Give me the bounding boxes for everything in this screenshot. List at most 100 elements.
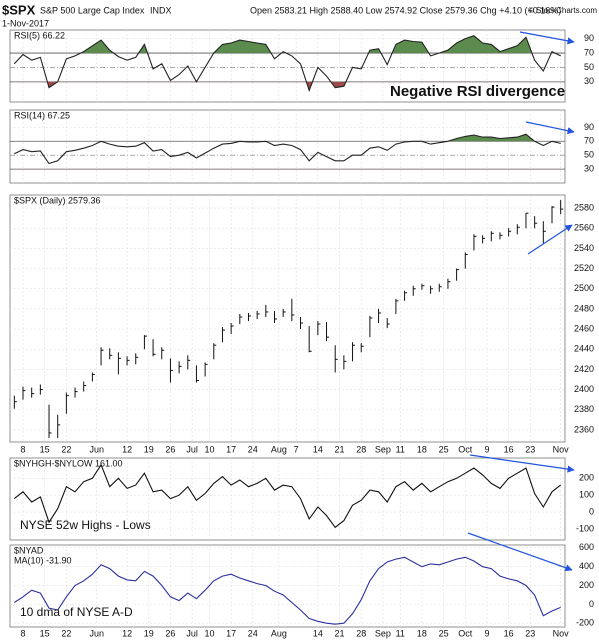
y-tick-label: 30: [584, 163, 594, 173]
y-tick-label: 90: [584, 122, 594, 132]
panel-title: $NYAD: [14, 545, 44, 555]
x-tick-label: Jun: [89, 444, 104, 454]
x-tick-label: Aug: [271, 444, 287, 454]
x-tick-label: 19: [144, 628, 154, 638]
x-tick-label: 19: [144, 444, 154, 454]
x-tick-label: Oct: [458, 628, 473, 638]
arrow: [469, 454, 575, 473]
x-tick-label: 18: [417, 444, 427, 454]
x-tick-label: Sep: [375, 628, 391, 638]
y-tick-label: 200: [579, 580, 594, 590]
series-line: [13, 35, 561, 93]
y-tick-label: 70: [584, 47, 594, 57]
annotation-arrows: [467, 31, 575, 572]
x-tick-label: 10: [204, 444, 214, 454]
y-tick-label: 0: [589, 506, 594, 516]
x-tick-label: 21: [335, 444, 345, 454]
x-tick-label: Sep: [375, 444, 391, 454]
x-tick-label: 23: [525, 628, 535, 638]
y-tick-label: 2560: [574, 223, 594, 233]
x-tick-label: 26: [165, 444, 175, 454]
x-tick-label: 15: [40, 628, 50, 638]
x-tick-label: 18: [417, 628, 427, 638]
panel: 8 15 22 Jun 12 19 26 Jul 10 17 24 Aug 7 14 21 28 Sep 11 18…: [9, 194, 594, 454]
y-tick-label: 2520: [574, 263, 594, 273]
y-tick-label: 2380: [574, 404, 594, 414]
date: 1-Nov-2017: [2, 18, 49, 28]
x-tick-label: 9: [484, 628, 489, 638]
symbol: $SPX: [2, 2, 36, 17]
x-tick-label: 26: [165, 628, 175, 638]
x-tick-label: 16: [504, 628, 514, 638]
panel-frame: [9, 544, 566, 628]
exchange: INDX: [150, 5, 172, 15]
panel: -100 0 100 200 $NYHGH-$NYLOW 161.00 NYSE 52w …: [9, 457, 594, 541]
x-tick-label: Nov: [553, 444, 570, 454]
y-tick-label: 400: [579, 561, 594, 571]
x-tick-label: 7: [294, 444, 299, 454]
legend-label: $SPX (Daily) 2579.36: [14, 195, 101, 205]
y-tick-label: 70: [584, 136, 594, 146]
legend-label: $NYHGH-$NYLOW 161.00: [14, 458, 123, 468]
arrow: [519, 31, 575, 45]
y-tick-label: 2360: [574, 424, 594, 434]
y-tick-label: 2440: [574, 344, 594, 354]
y-tick-label: 2400: [574, 384, 594, 394]
annotation: 10 dma of NYSE A-D: [20, 605, 133, 619]
series-line: [14, 133, 561, 165]
annotation: Negative RSI divergence: [390, 83, 565, 100]
y-tick-label: 200: [579, 473, 594, 483]
y-tick-label: 90: [584, 33, 594, 43]
y-tick-label: 50: [584, 62, 594, 72]
y-tick-label: 2540: [574, 243, 594, 253]
legend-label: MA(10) -31.90: [14, 555, 72, 565]
x-tick-label: 9: [484, 444, 489, 454]
x-tick-label: 15: [40, 444, 50, 454]
panel: 30 50 70 90 RSI(14) 67.25: [9, 109, 594, 184]
x-tick-label: Jul: [186, 444, 198, 454]
overbought-fill: [14, 35, 561, 54]
panel-frame: [9, 194, 566, 443]
x-tick-label: 21: [335, 628, 345, 638]
arrow: [527, 224, 573, 255]
annotation: NYSE 52w Highs - Lows: [20, 518, 151, 532]
x-tick-label: 10: [204, 628, 214, 638]
x-tick-label: Jul: [186, 628, 198, 638]
x-tick-label: 16: [504, 444, 514, 454]
x-tick-label: 17: [226, 628, 236, 638]
y-tick-label: 100: [579, 490, 594, 500]
x-tick-label: 11: [396, 444, 405, 454]
quote: Open 2583.21 High 2588.40 Low 2574.92 Cl…: [250, 5, 561, 15]
x-tick-label: Oct: [458, 444, 473, 454]
legend-label: RSI(5) 66.22: [14, 30, 65, 40]
x-tick-label: Jun: [89, 628, 104, 638]
y-tick-label: 30: [584, 76, 594, 86]
x-tick-label: 28: [356, 628, 366, 638]
x-tick-label: 8: [21, 628, 26, 638]
legend-label: RSI(14) 67.25: [14, 110, 70, 120]
y-tick-label: 2500: [574, 283, 594, 293]
y-tick-label: 2580: [574, 202, 594, 212]
y-tick-label: 2420: [574, 364, 594, 374]
x-tick-label: 25: [439, 628, 449, 638]
x-tick-label: 12: [122, 628, 132, 638]
x-tick-label: 25: [439, 444, 449, 454]
y-tick-label: 600: [579, 542, 594, 552]
x-tick-label: 14: [313, 628, 323, 638]
x-tick-label: 23: [525, 444, 535, 454]
y-tick-label: -200: [576, 618, 594, 628]
arrow: [467, 532, 573, 572]
x-tick-label: 17: [226, 444, 236, 454]
x-tick-label: 24: [248, 444, 258, 454]
x-tick-label: 11: [396, 628, 405, 638]
arrow: [525, 121, 575, 135]
y-tick-label: 50: [584, 150, 594, 160]
x-tick-label: 22: [61, 444, 71, 454]
y-tick-label: 0: [589, 599, 594, 609]
x-tick-label: 12: [122, 444, 132, 454]
x-tick-label: Nov: [553, 628, 570, 638]
x-tick-label: 14: [313, 444, 323, 454]
x-tick-label: 22: [61, 628, 71, 638]
x-tick-label: Aug: [271, 628, 287, 638]
